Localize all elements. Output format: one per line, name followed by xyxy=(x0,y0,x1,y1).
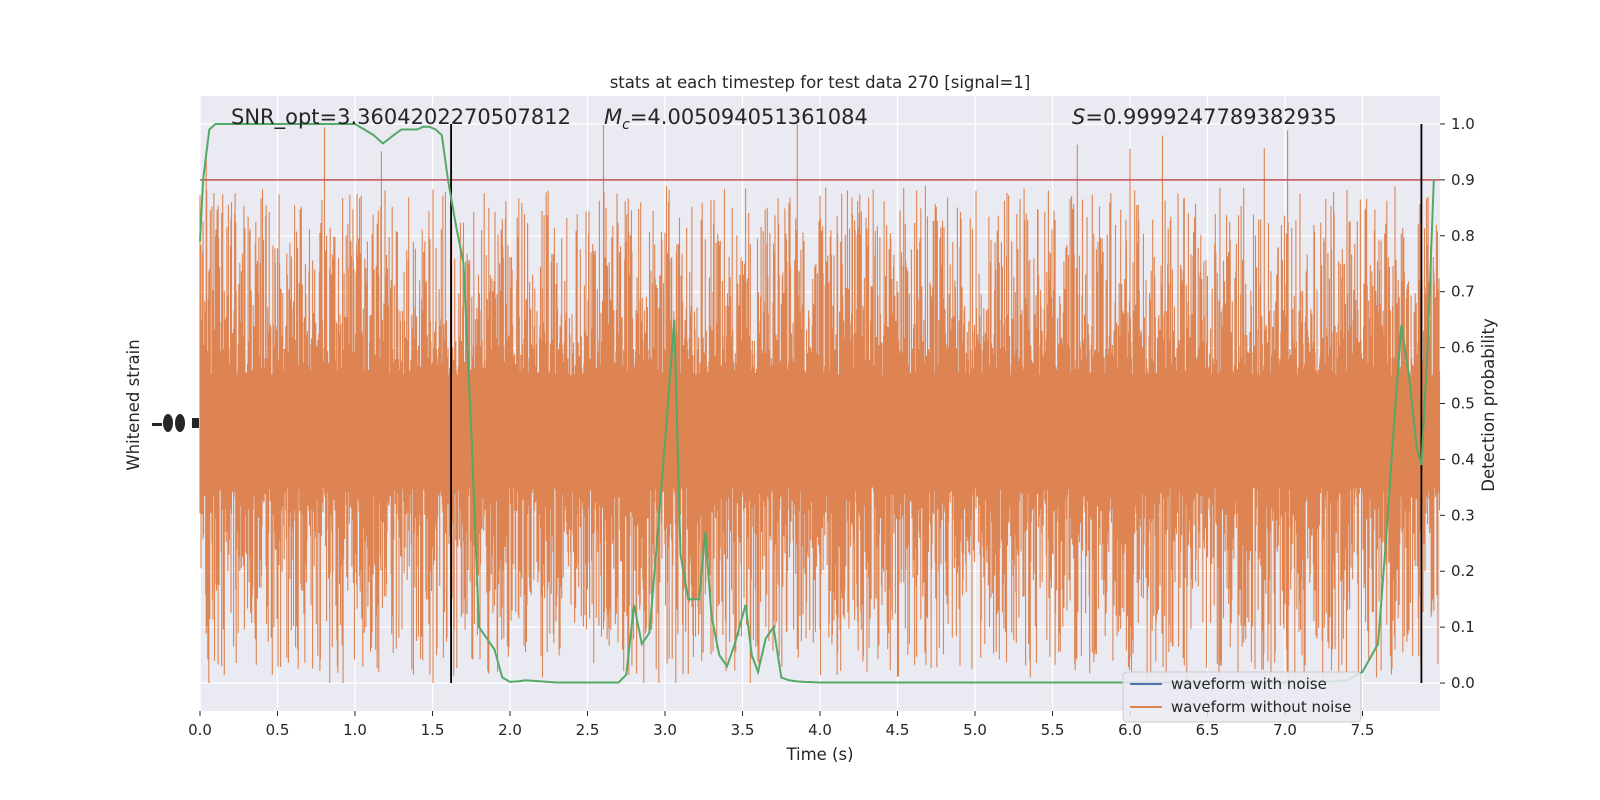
vertical-lines xyxy=(450,123,1423,684)
legend-box xyxy=(1122,671,1362,723)
x-tick-label: 0.5 xyxy=(266,721,290,739)
x-axis-ticks: 0.0 0.5 1.0 1.5 2.0 2.5 3.0 3.5 4.0 4.5 5.0 5.5 6.0 6… xyxy=(188,711,1374,739)
left-tick-mark xyxy=(192,418,199,428)
y-tick-label: 0.8 xyxy=(1451,227,1475,245)
annotation-s: S=0.9999247789382935 xyxy=(1072,105,1337,129)
annotation-mc: Mc=4.005094051361084 xyxy=(604,105,868,133)
y-tick-label: 0.1 xyxy=(1451,618,1475,636)
y-tick-label: 0.9 xyxy=(1451,171,1475,189)
y-axis-label-right: Detection probability xyxy=(1479,318,1498,492)
left-tick-blob xyxy=(175,414,185,432)
annotation-mc-value: =4.005094051361084 xyxy=(630,105,868,129)
left-axis-artifact xyxy=(152,414,199,432)
left-tick-blob xyxy=(163,414,173,432)
x-tick-label: 0.0 xyxy=(188,721,212,739)
x-tick-label: 7.5 xyxy=(1351,721,1375,739)
x-tick-label: 4.5 xyxy=(886,721,910,739)
waveform-spikes xyxy=(199,124,1441,683)
y-tick-label: 0.6 xyxy=(1451,339,1475,357)
x-tick-label: 6.0 xyxy=(1118,721,1142,739)
annotation-mc-symbol: M xyxy=(604,105,622,129)
annotation-s-symbol: S xyxy=(1072,105,1085,129)
x-tick-label: 4.0 xyxy=(808,721,832,739)
x-tick-label: 5.0 xyxy=(963,721,987,739)
legend-entry-noise: waveform with noise xyxy=(1171,675,1327,693)
annotation-s-value: =0.9999247789382935 xyxy=(1085,105,1336,129)
y-tick-label: 1.0 xyxy=(1451,115,1475,133)
y-tick-label: 0.7 xyxy=(1451,283,1475,301)
x-tick-label: 5.5 xyxy=(1041,721,1065,739)
waveform-without-noise-series xyxy=(199,124,1441,683)
x-tick-label: 2.5 xyxy=(576,721,600,739)
legend: waveform with noise waveform without noi… xyxy=(1122,671,1362,723)
x-tick-label: 1.0 xyxy=(343,721,367,739)
y-right-axis-ticks: 0.0 0.1 0.2 0.3 0.4 0.5 0.6 0.7 0.8 0.9 1.0 xyxy=(1440,115,1475,692)
legend-entry-without-noise: waveform without noise xyxy=(1171,698,1351,716)
x-tick-label: 3.0 xyxy=(653,721,677,739)
y-tick-label: 0.4 xyxy=(1451,450,1475,468)
x-tick-label: 6.5 xyxy=(1196,721,1220,739)
y-tick-label: 0.3 xyxy=(1451,506,1475,524)
chart-title: stats at each timestep for test data 270… xyxy=(610,73,1031,92)
y-axis-label-left: Whitened strain xyxy=(124,339,143,470)
y-tick-label: 0.0 xyxy=(1451,674,1475,692)
x-tick-label: 1.5 xyxy=(421,721,445,739)
x-tick-label: 3.5 xyxy=(731,721,755,739)
y-tick-label: 0.2 xyxy=(1451,562,1475,580)
x-axis-label: Time (s) xyxy=(785,745,853,764)
x-tick-label: 7.0 xyxy=(1273,721,1297,739)
x-tick-label: 2.0 xyxy=(498,721,522,739)
annotation-mc-subscript: c xyxy=(622,117,630,133)
annotation-snr: SNR_opt=3.3604202270507812 xyxy=(231,105,571,130)
y-tick-label: 0.5 xyxy=(1451,395,1475,413)
left-tick-mark xyxy=(152,423,162,426)
